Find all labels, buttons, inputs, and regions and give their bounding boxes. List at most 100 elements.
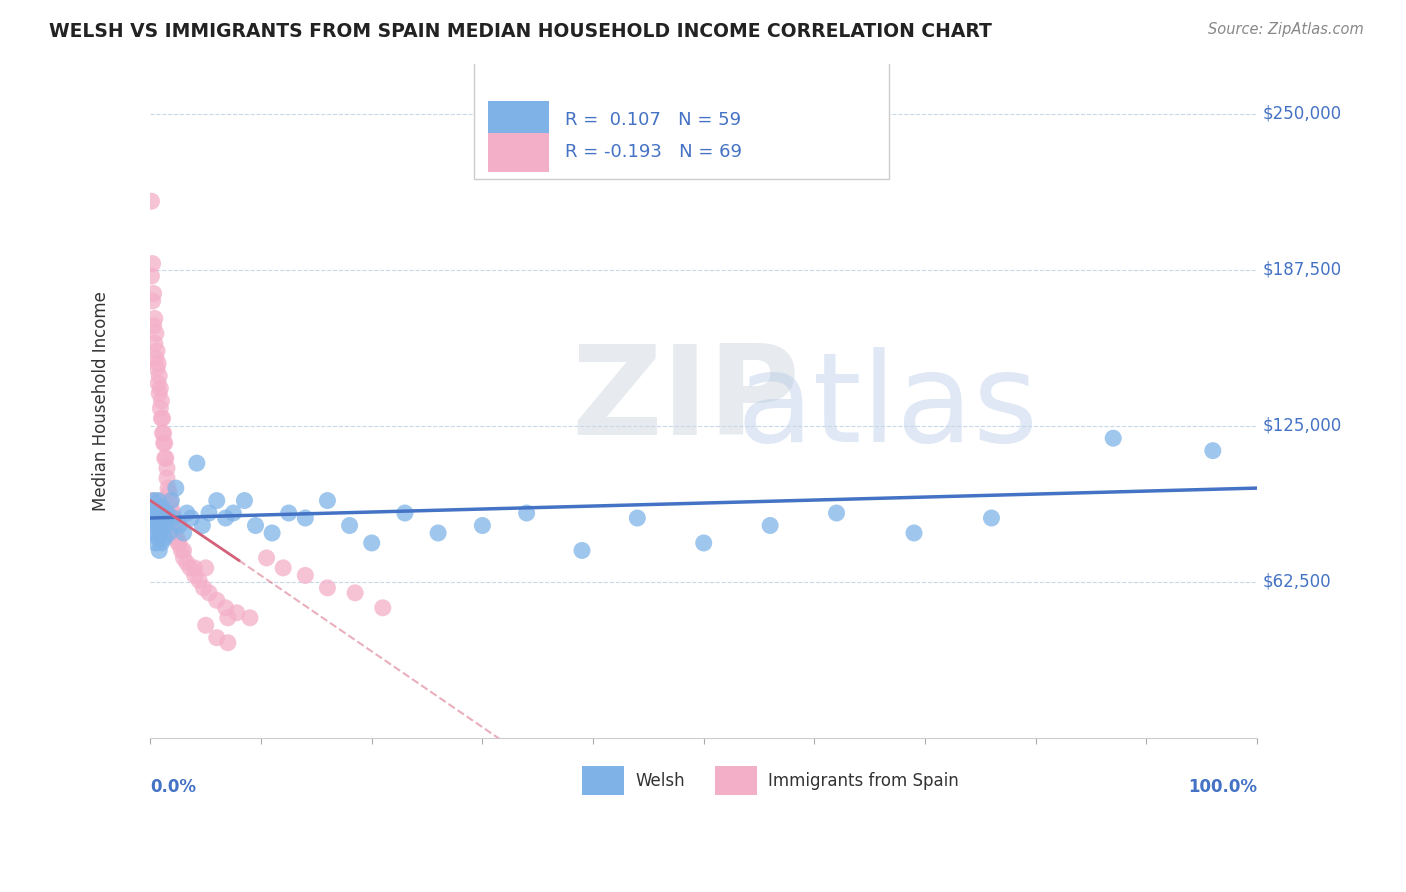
Bar: [582, 766, 624, 795]
Point: [571, 543, 593, 558]
Point: [156, 461, 179, 475]
Point: [179, 561, 201, 575]
Point: [152, 436, 174, 450]
Point: [176, 506, 198, 520]
Point: [162, 506, 184, 520]
Point: [516, 506, 538, 520]
Point: [170, 543, 193, 558]
Point: [148, 511, 170, 525]
Point: [193, 581, 215, 595]
Point: [394, 506, 416, 520]
Point: [194, 561, 217, 575]
Point: [149, 526, 172, 541]
Point: [163, 518, 186, 533]
Point: [141, 506, 163, 520]
Point: [146, 343, 169, 358]
Text: R =  0.107   N = 59: R = 0.107 N = 59: [565, 112, 741, 129]
Point: [153, 436, 176, 450]
Point: [148, 386, 170, 401]
Point: [146, 518, 169, 533]
Point: [183, 561, 205, 575]
Point: [146, 531, 169, 545]
Point: [145, 511, 167, 525]
Bar: [488, 101, 548, 140]
Point: [145, 326, 167, 341]
Text: ZIP: ZIP: [571, 340, 800, 461]
Point: [145, 351, 167, 366]
Point: [294, 568, 316, 582]
Point: [980, 511, 1002, 525]
Point: [142, 493, 165, 508]
Point: [153, 451, 176, 466]
Point: [152, 511, 174, 525]
Point: [167, 518, 190, 533]
Point: [157, 511, 180, 525]
Point: [245, 518, 267, 533]
Point: [198, 506, 221, 520]
Point: [156, 506, 179, 520]
Point: [198, 586, 221, 600]
Point: [173, 550, 195, 565]
Point: [183, 568, 205, 582]
Point: [162, 526, 184, 541]
Point: [294, 511, 316, 525]
FancyBboxPatch shape: [474, 54, 889, 178]
Point: [180, 511, 202, 525]
Point: [214, 511, 236, 525]
Point: [225, 606, 247, 620]
Text: Source: ZipAtlas.com: Source: ZipAtlas.com: [1208, 22, 1364, 37]
Point: [626, 511, 648, 525]
Text: atlas: atlas: [737, 347, 1039, 468]
Point: [146, 493, 169, 508]
Point: [233, 493, 256, 508]
Point: [205, 593, 228, 607]
Point: [360, 536, 382, 550]
Point: [142, 293, 165, 308]
Text: $125,000: $125,000: [1263, 417, 1341, 434]
Point: [825, 506, 848, 520]
Point: [271, 561, 294, 575]
Point: [162, 511, 184, 525]
Point: [157, 486, 180, 500]
Point: [146, 506, 169, 520]
Point: [205, 493, 228, 508]
Point: [152, 411, 174, 425]
Point: [156, 511, 179, 525]
Point: [143, 311, 166, 326]
Point: [188, 574, 211, 588]
Point: [148, 368, 170, 383]
Point: [146, 376, 169, 391]
Point: [149, 401, 172, 416]
Bar: [714, 766, 756, 795]
Text: 100.0%: 100.0%: [1188, 778, 1257, 796]
Point: [148, 543, 170, 558]
Point: [157, 526, 180, 541]
Point: [152, 501, 174, 516]
Point: [150, 536, 173, 550]
Point: [155, 451, 177, 466]
Point: [142, 511, 165, 525]
Point: [214, 600, 236, 615]
Point: [167, 536, 190, 550]
Point: [256, 550, 278, 565]
Point: [173, 526, 195, 541]
Point: [141, 268, 163, 283]
Point: [153, 531, 176, 545]
Point: [316, 493, 339, 508]
Point: [142, 318, 165, 333]
Point: [1102, 431, 1125, 445]
Point: [162, 511, 184, 525]
Point: [145, 536, 167, 550]
Point: [152, 501, 174, 516]
Point: [693, 536, 716, 550]
Point: [903, 526, 925, 541]
Point: [239, 611, 262, 625]
Point: [186, 456, 208, 470]
Point: [277, 506, 299, 520]
Point: [152, 426, 174, 441]
Text: $250,000: $250,000: [1263, 105, 1341, 123]
Point: [217, 636, 239, 650]
Point: [262, 526, 284, 541]
Point: [205, 631, 228, 645]
Text: Immigrants from Spain: Immigrants from Spain: [768, 772, 959, 789]
